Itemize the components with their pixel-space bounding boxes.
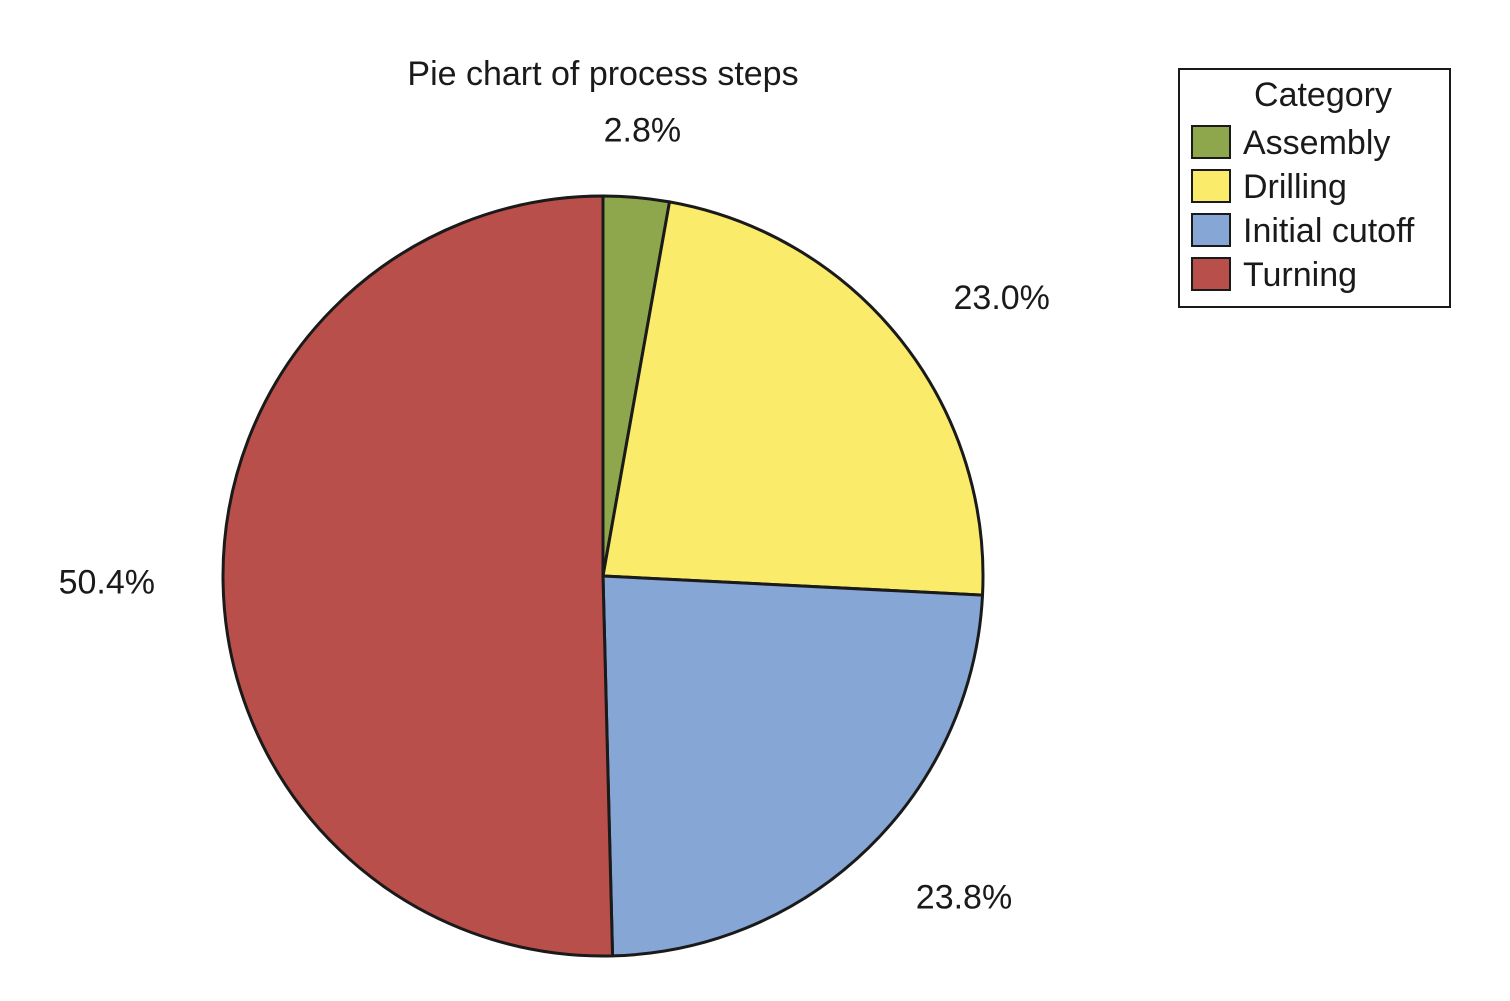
- legend-label-initial-cutoff: Initial cutoff: [1243, 212, 1415, 250]
- pie-slice-initial-cutoff: [601, 574, 985, 958]
- legend-swatch-assembly: [1191, 125, 1231, 159]
- legend-label-drilling: Drilling: [1243, 168, 1347, 206]
- pie-slices: [221, 194, 985, 958]
- slice-label-drilling: 23.0%: [954, 279, 1050, 317]
- slice-label-initial-cutoff: 23.8%: [916, 879, 1012, 917]
- legend-label-assembly: Assembly: [1243, 124, 1390, 162]
- legend-label-turning: Turning: [1243, 256, 1357, 294]
- legend-swatch-turning: [1191, 257, 1231, 291]
- legend-swatch-initial-cutoff: [1191, 213, 1231, 247]
- pie-slice-drilling: [601, 200, 985, 597]
- slice-label-turning: 50.4%: [59, 564, 155, 602]
- legend-items: Assembly Drilling Initial cutoff Turning: [1191, 124, 1415, 294]
- pie-slice-turning: [221, 194, 615, 958]
- legend-title: Category: [1254, 76, 1392, 114]
- legend-swatch-drilling: [1191, 169, 1231, 203]
- slice-label-assembly: 2.8%: [604, 112, 682, 150]
- chart-title: Pie chart of process steps: [407, 55, 798, 93]
- legend: Category Assembly Drilling Initial cutoff T…: [1178, 68, 1451, 308]
- pie-labels: 2.8% 23.0% 23.8% 50.4%: [59, 112, 1050, 917]
